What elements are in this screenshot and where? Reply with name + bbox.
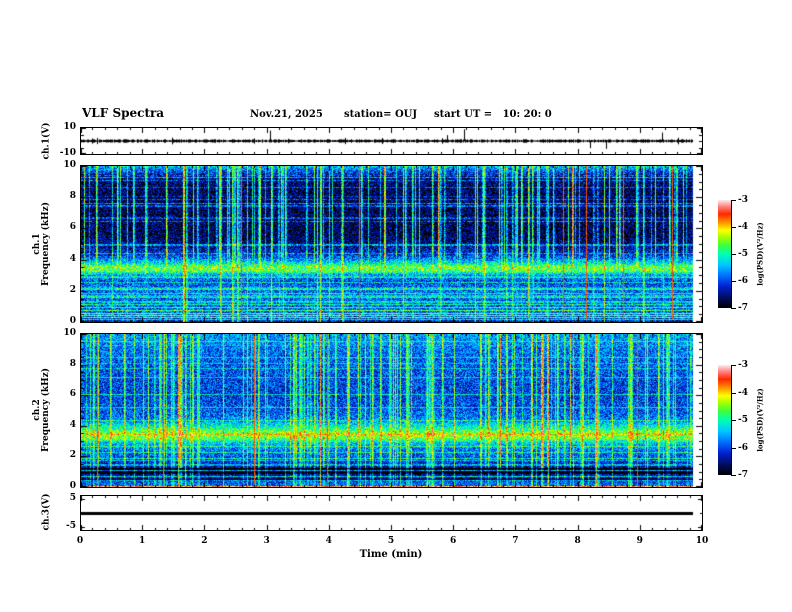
colorbar-tick-label: -7 [738, 470, 748, 480]
x-tick-label: 6 [450, 536, 457, 546]
colorbar-tick-label: -6 [738, 276, 748, 286]
spec1-y-tick-label: 6 [69, 222, 76, 233]
spec1-y-tick-label: 2 [69, 284, 76, 295]
ch1-spectrogram-ylabel-line2: Frequency (kHz) [41, 201, 51, 287]
ch1-spectrogram-ylabel: ch.1 Frequency (kHz) [32, 201, 51, 287]
spec1-y-tick-label: 10 [63, 160, 76, 170]
colorbar-1 [718, 200, 731, 308]
x-tick-label: 1 [139, 536, 146, 546]
ch2-spectrogram-canvas [81, 334, 702, 487]
page-title: VLF Spectra [82, 106, 165, 120]
spec2-y-tick-label: 0 [69, 481, 76, 491]
colorbar-tick-label: -4 [738, 222, 748, 232]
ch3-waveform-panel [80, 495, 703, 531]
colorbar-tick-label: -6 [738, 442, 748, 453]
colorbar-tick-label: -3 [738, 360, 748, 370]
x-tick-label: 10 [695, 536, 709, 546]
ch3-y-tick-label: 5 [69, 492, 76, 503]
colorbar-tick-mark [731, 227, 736, 228]
spec2-y-tick-label: 10 [63, 328, 76, 338]
ch1-spectrogram-canvas [81, 166, 702, 322]
ch3-waveform-canvas [81, 496, 702, 530]
ch1-y-tick-label: -10 [59, 148, 76, 158]
colorbar-tick-label: -5 [738, 249, 748, 259]
x-tick-label: 8 [574, 536, 581, 546]
spec2-y-tick-label: 8 [69, 358, 76, 369]
x-tick-label: 7 [512, 536, 519, 546]
ch2-spectrogram-ylabel: ch.2 Frequency (kHz) [32, 367, 51, 453]
start-ut-label: start UT = 10: 20: 0 [434, 109, 552, 120]
colorbar-2 [718, 365, 731, 475]
colorbar-tick-mark [731, 308, 736, 309]
colorbar-tick-mark [731, 475, 736, 476]
x-tick-label: 0 [76, 536, 84, 546]
spec1-y-tick-label: 4 [69, 253, 76, 264]
spec1-y-tick-label: 0 [69, 316, 76, 326]
station-label: station= OUJ [344, 109, 418, 120]
x-tick-label: 9 [636, 536, 643, 546]
x-tick-label: 4 [325, 536, 332, 546]
x-tick-label: 5 [387, 536, 395, 546]
ch2-spectrogram-ylabel-line2: Frequency (kHz) [41, 367, 51, 453]
colorbar-tick-label: -7 [738, 303, 748, 313]
ch1-y-tick-label: 10 [63, 122, 76, 132]
colorbar-tick-label: -4 [738, 387, 748, 398]
spec2-y-tick-label: 2 [69, 450, 76, 461]
colorbar-tick-mark [731, 254, 736, 255]
colorbar-1-label: log(PSD)(V²/Hz) [755, 222, 765, 286]
spec2-y-tick-label: 6 [69, 389, 76, 400]
x-axis-title: Time (min) [359, 549, 423, 560]
ch2-spectrogram-panel [80, 333, 703, 488]
ch1-waveform-canvas [81, 128, 702, 154]
colorbar-tick-label: -3 [738, 195, 748, 205]
colorbar-tick-mark [731, 200, 736, 201]
colorbar-tick-mark [731, 393, 736, 394]
ch3-y-tick-label: -5 [66, 521, 76, 532]
x-tick-label: 3 [263, 536, 270, 546]
colorbar-tick-mark [731, 420, 736, 421]
ch1-waveform-panel [80, 127, 703, 155]
colorbar-tick-mark [731, 448, 736, 449]
colorbar-tick-mark [731, 281, 736, 282]
spec2-y-tick-label: 4 [69, 419, 76, 430]
ch1-spectrogram-panel [80, 165, 703, 323]
colorbar-tick-mark [731, 365, 736, 366]
spec1-y-tick-label: 8 [69, 191, 76, 202]
colorbar-2-label: log(PSD)(V²/Hz) [755, 388, 765, 452]
x-tick-label: 2 [201, 536, 208, 546]
date-label: Nov.21, 2025 [250, 109, 323, 120]
colorbar-tick-label: -5 [738, 415, 748, 425]
